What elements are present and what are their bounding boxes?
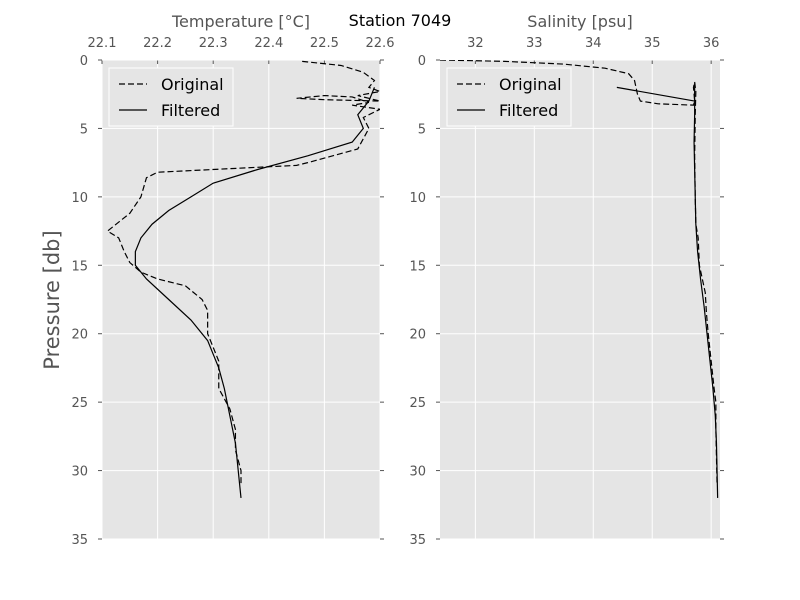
temperature-legend-label-filtered: Filtered — [161, 101, 220, 120]
salinity-x-tick-label: 35 — [644, 36, 661, 51]
temperature-y-tick-label: 35 — [71, 533, 88, 548]
salinity-legend-label-filtered: Filtered — [499, 101, 558, 120]
temperature-x-tick-label: 22.4 — [254, 36, 283, 51]
temperature-y-tick-label: 30 — [71, 465, 88, 480]
salinity-x-tick-label: 34 — [585, 36, 602, 51]
temperature-panel: 22.1 22.2 22.3 22.4 22.5 22.6 0 5 10 15 20 25 30 35 Te… — [71, 12, 394, 548]
salinity-y-tick-label: 35 — [409, 533, 426, 548]
salinity-x-tick-label: 33 — [526, 36, 543, 51]
temperature-x-tick-label: 22.6 — [366, 36, 395, 51]
temperature-x-tick-label: 22.2 — [143, 36, 172, 51]
temperature-series-filtered — [134, 87, 375, 499]
temperature-y-tick-label: 25 — [71, 396, 88, 411]
salinity-x-tick-label: 32 — [467, 36, 484, 51]
temperature-x-tick-label: 22.1 — [88, 36, 117, 51]
temperature-plot-area — [102, 60, 380, 539]
temperature-y-tick-label: 20 — [71, 328, 88, 343]
salinity-series-original — [440, 60, 718, 485]
salinity-x-axis-label: Salinity [psu] — [527, 12, 632, 31]
temperature-y-tick-label: 0 — [80, 54, 88, 69]
y-axis-label: Pressure [db] — [40, 230, 64, 369]
salinity-y-tick-label: 30 — [409, 465, 426, 480]
suptitle: Station 7049 — [349, 11, 452, 30]
temperature-legend-label-original: Original — [161, 75, 224, 94]
salinity-y-tick-label: 15 — [409, 259, 426, 274]
temperature-series-original — [106, 60, 380, 485]
salinity-plot-area — [440, 60, 720, 539]
temperature-y-tick-label: 5 — [80, 122, 88, 137]
salinity-y-tick-label: 25 — [409, 396, 426, 411]
salinity-legend — [446, 67, 572, 127]
salinity-y-tick-label: 5 — [418, 122, 426, 137]
temperature-legend — [108, 67, 234, 127]
temperature-x-tick-label: 22.3 — [199, 36, 228, 51]
salinity-y-tick-label: 10 — [409, 191, 426, 206]
salinity-legend-label-original: Original — [499, 75, 562, 94]
salinity-y-tick-label: 0 — [418, 54, 426, 69]
temperature-y-tick-label: 10 — [71, 191, 88, 206]
temperature-x-tick-label: 22.5 — [310, 36, 339, 51]
temperature-y-tick-label: 15 — [71, 259, 88, 274]
salinity-series-filtered — [616, 83, 719, 498]
salinity-panel: 32 33 34 35 36 0 5 10 15 20 25 30 35 Salinity [psu] Or… — [409, 12, 724, 548]
salinity-y-tick-label: 20 — [409, 328, 426, 343]
temperature-x-axis-label: Temperature [°C] — [171, 12, 310, 31]
salinity-x-tick-label: 36 — [703, 36, 720, 51]
